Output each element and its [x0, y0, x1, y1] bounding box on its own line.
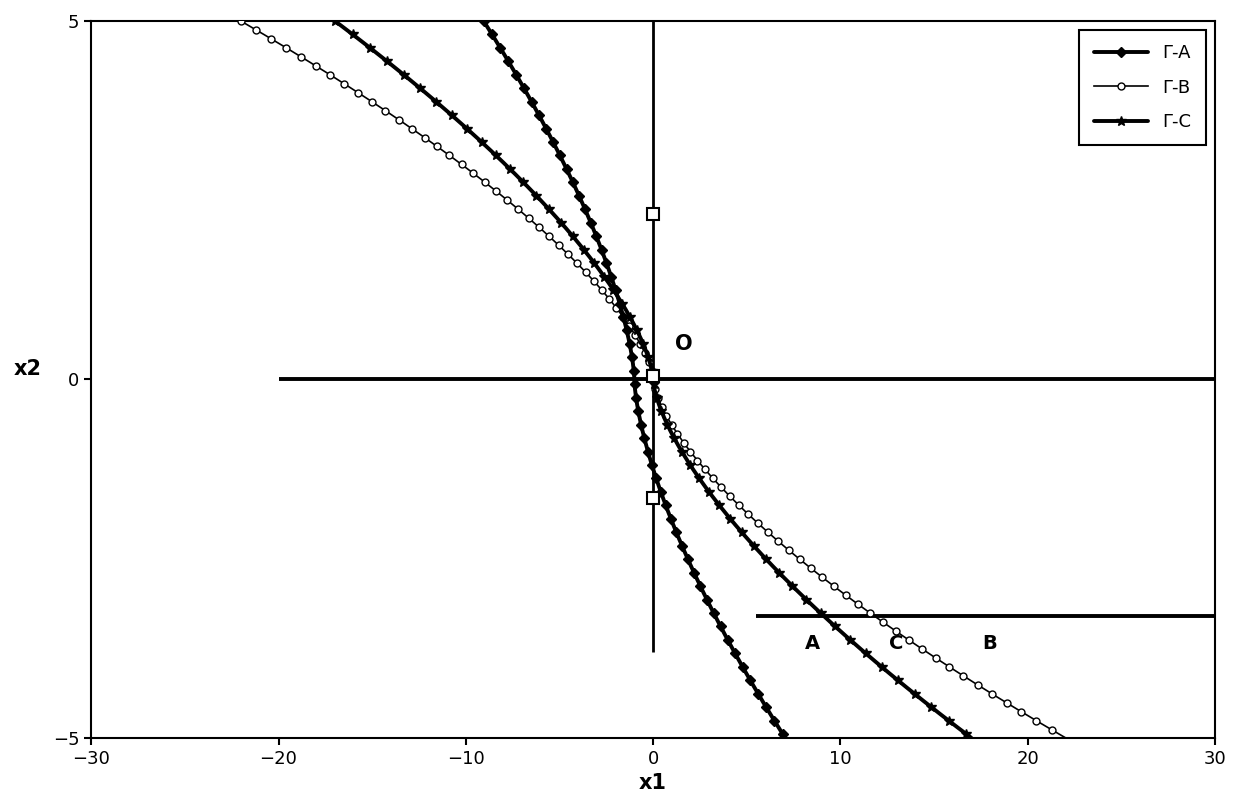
Γ-A [719, 633, 734, 643]
Text: B: B [982, 633, 997, 653]
Γ-B [306, 60, 321, 69]
Γ-B [704, 473, 719, 483]
Line: Γ-B: Γ-B [237, 18, 1069, 741]
Γ-C [677, 451, 692, 461]
Γ-A [636, 433, 651, 442]
Γ-B [672, 433, 687, 442]
X-axis label: x1: x1 [639, 773, 667, 793]
Γ-C [963, 733, 978, 742]
Y-axis label: x2: x2 [14, 359, 42, 379]
Γ-A [649, 473, 663, 483]
Γ-C [764, 560, 779, 570]
Γ-B [1058, 733, 1073, 742]
Γ-C [384, 60, 399, 69]
Γ-A [683, 560, 698, 570]
Legend: Γ-A, Γ-B, Γ-C: Γ-A, Γ-B, Γ-C [1079, 30, 1205, 145]
Γ-B [233, 16, 248, 26]
Γ-C [666, 433, 681, 442]
Text: C: C [889, 633, 904, 653]
Γ-A [642, 451, 657, 461]
Γ-C [841, 633, 856, 643]
Γ-C [691, 473, 706, 483]
Γ-A [476, 16, 491, 26]
Line: Γ-C: Γ-C [330, 16, 976, 742]
Γ-B [687, 451, 702, 461]
Line: Γ-A: Γ-A [480, 18, 789, 741]
Γ-A [777, 733, 792, 742]
Γ-A [503, 60, 518, 69]
Γ-B [799, 560, 813, 570]
Text: A: A [805, 633, 820, 653]
Text: O: O [676, 334, 693, 354]
Γ-B [899, 633, 914, 643]
Γ-C [327, 16, 342, 26]
